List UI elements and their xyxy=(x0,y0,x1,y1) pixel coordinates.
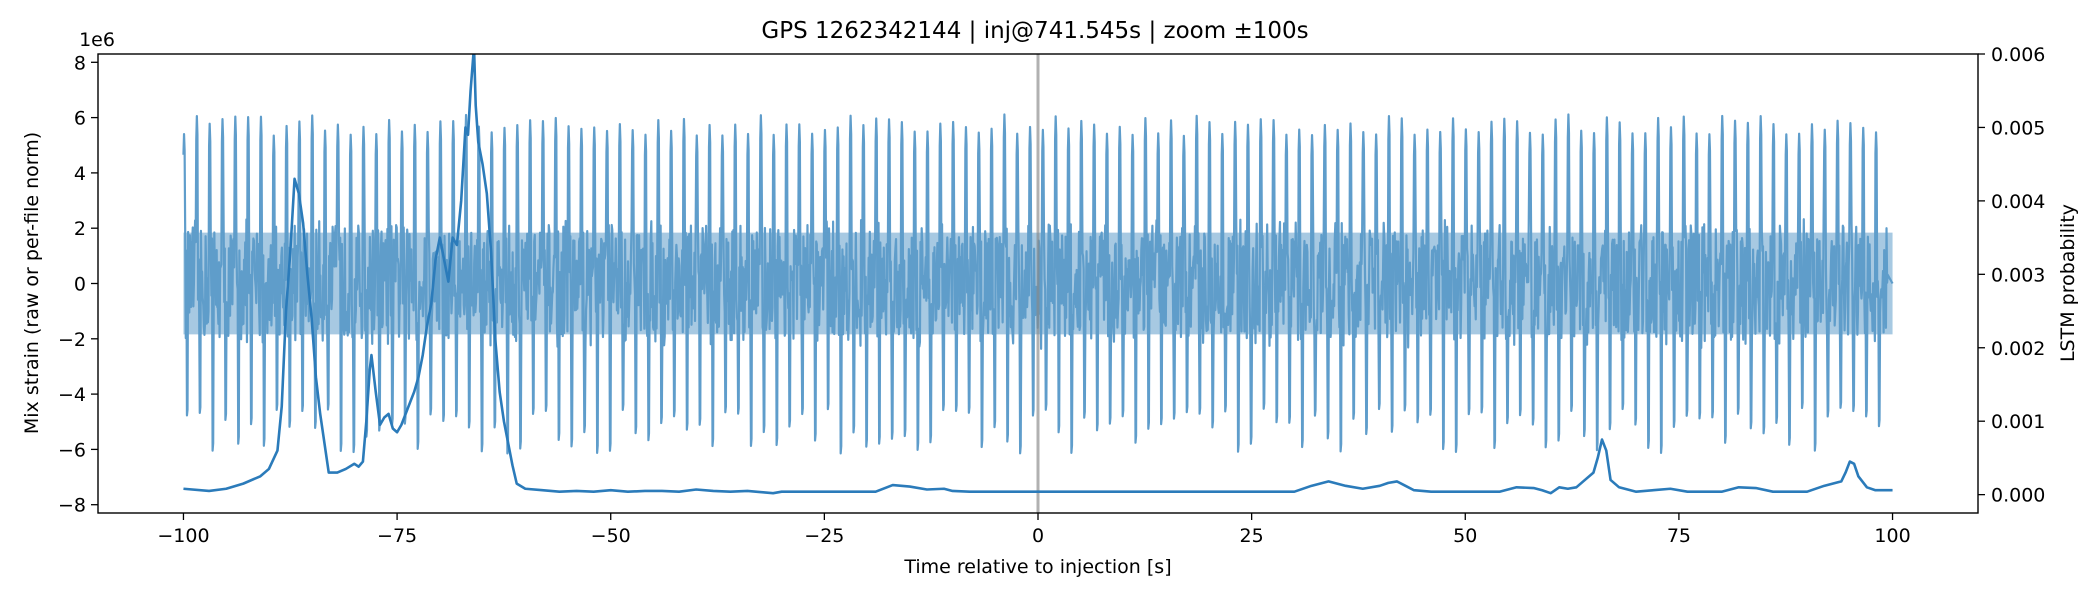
x-tick-label: −25 xyxy=(804,525,844,547)
right-y-tick-label: 0.004 xyxy=(1991,191,2045,213)
x-axis-label: Time relative to injection [s] xyxy=(903,556,1171,578)
left-y-tick-label: −6 xyxy=(58,439,86,461)
x-axis: −100 −75 −50 −25 0 25 50 75 100 xyxy=(157,513,1911,547)
right-y-tick-label: 0.006 xyxy=(1991,44,2045,66)
left-y-tick-label: 6 xyxy=(74,108,86,130)
right-y-axis-label: LSTM probability xyxy=(2057,204,2079,362)
left-axis-scale-label: 1e6 xyxy=(79,29,115,51)
left-y-tick-label: 0 xyxy=(74,274,86,296)
right-y-tick-label: 0.000 xyxy=(1991,485,2045,507)
right-y-tick-label: 0.003 xyxy=(1991,264,2045,286)
x-tick-label: 0 xyxy=(1032,525,1044,547)
left-y-tick-label: −4 xyxy=(58,384,86,406)
x-tick-label: −50 xyxy=(591,525,631,547)
probability-series xyxy=(183,54,1893,495)
x-tick-label: 100 xyxy=(1874,525,1910,547)
left-y-tick-label: −8 xyxy=(58,495,86,517)
x-tick-label: −75 xyxy=(377,525,417,547)
left-y-axis-label: Mix strain (raw or per-file norm) xyxy=(21,132,43,434)
left-y-tick-label: 8 xyxy=(74,52,86,74)
right-y-tick-label: 0.001 xyxy=(1991,411,2045,433)
x-tick-label: 75 xyxy=(1667,525,1691,547)
left-y-tick-label: 4 xyxy=(74,163,86,185)
right-y-tick-label: 0.005 xyxy=(1991,117,2045,139)
probability-line xyxy=(183,54,1893,495)
left-y-tick-label: −2 xyxy=(58,329,86,351)
left-y-tick-label: 2 xyxy=(74,218,86,240)
x-tick-label: −100 xyxy=(157,525,209,547)
right-y-tick-label: 0.002 xyxy=(1991,338,2045,360)
left-y-axis: 8 6 4 2 0 −2 −4 −6 −8 xyxy=(58,52,98,517)
x-tick-label: 25 xyxy=(1240,525,1264,547)
right-y-axis: 0.006 0.005 0.004 0.003 0.002 0.001 0.000 xyxy=(1978,44,2045,507)
x-tick-label: 50 xyxy=(1453,525,1477,547)
chart-title: GPS 1262342144 | inj@741.545s | zoom ±10… xyxy=(761,18,1308,44)
